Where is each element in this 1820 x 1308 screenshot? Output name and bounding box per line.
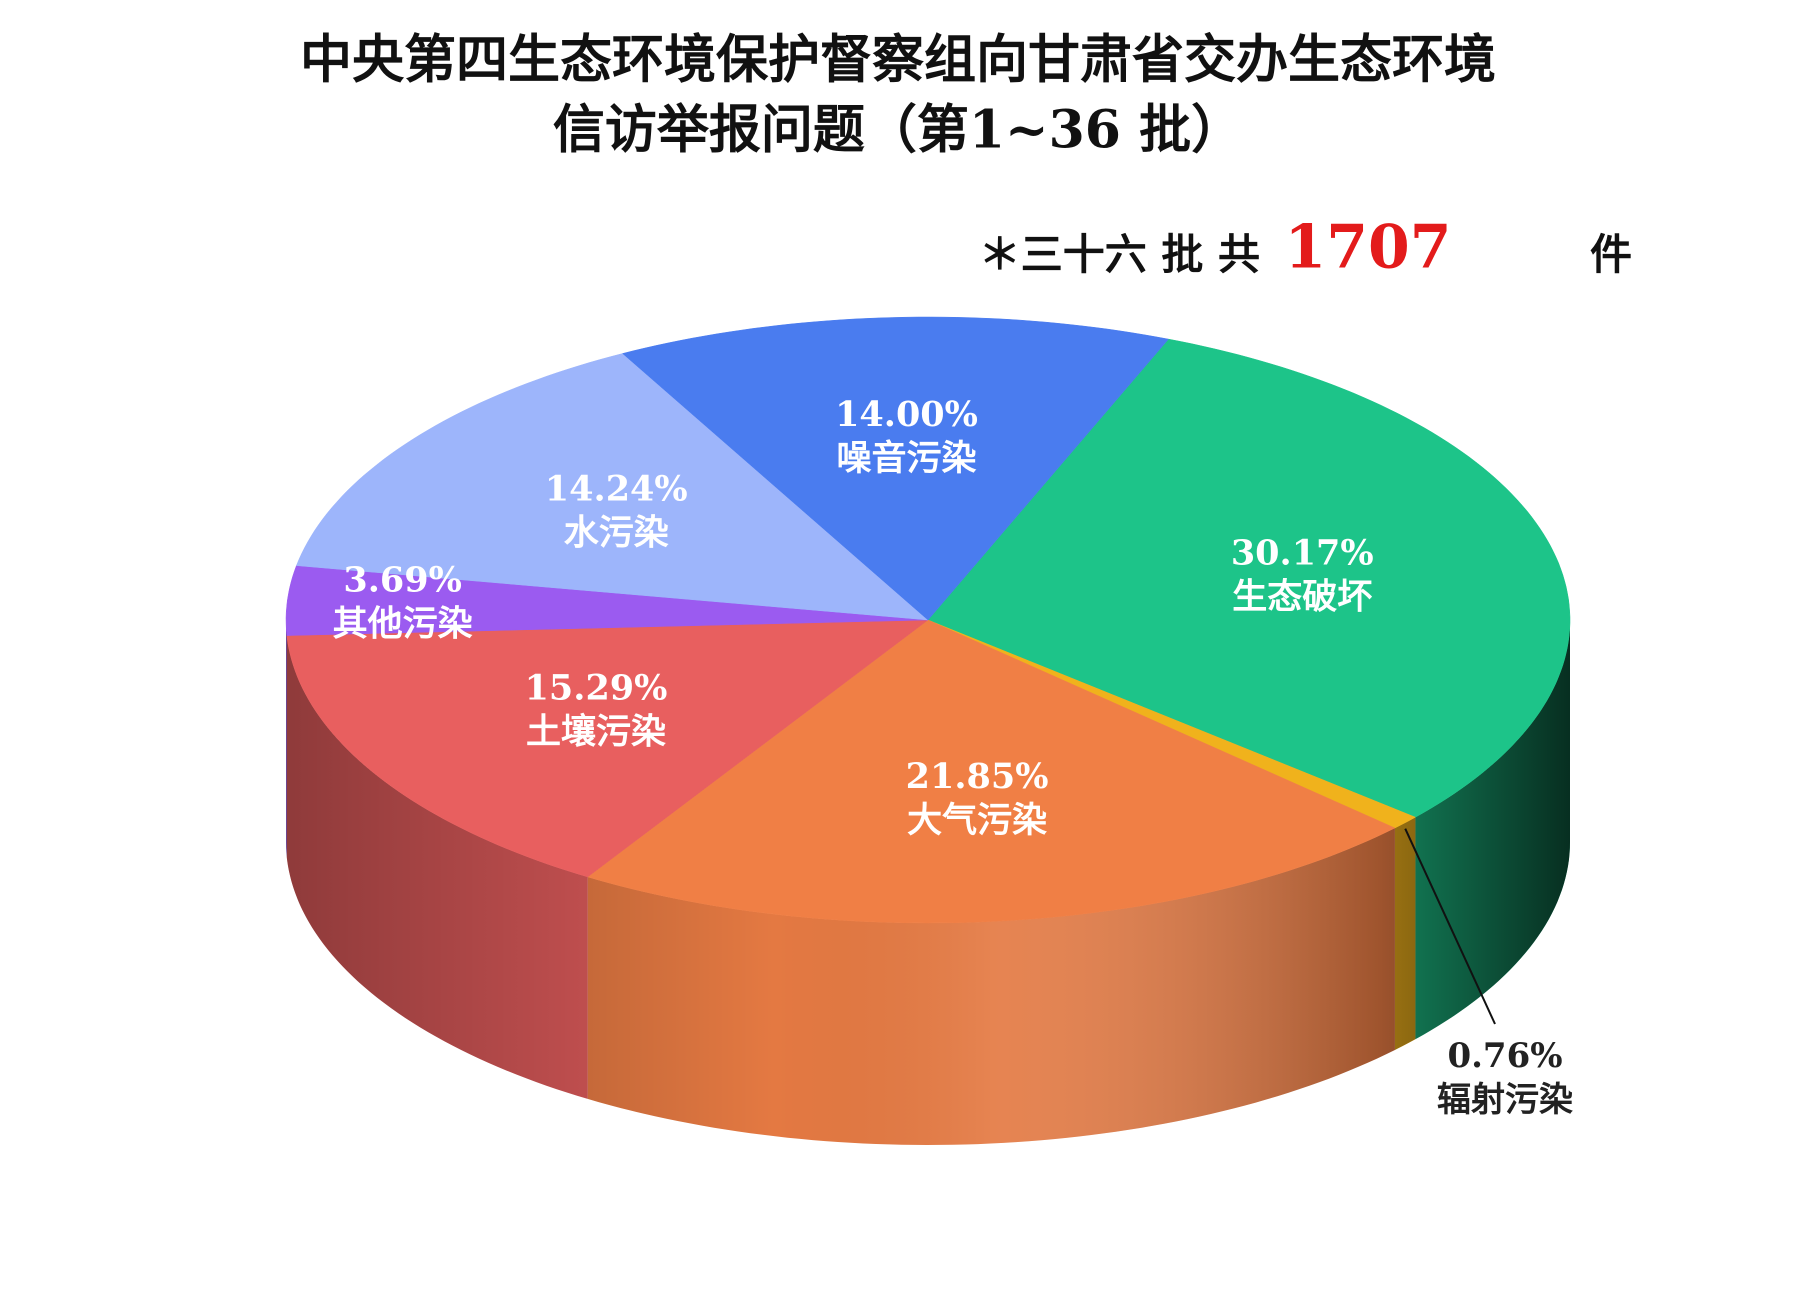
value-label: 14.24% [545,469,688,510]
annotation-total: 1707 [1285,213,1452,283]
leader-line [1404,828,1496,1025]
slice [296,353,929,621]
value-label: 14.00% [835,394,978,435]
chart-title: 中央第四生态环境保护督察组向甘肃省交办生态环境 [300,30,1496,91]
slice [285,565,929,636]
value-label: 30.17% [1231,532,1374,573]
slice [286,619,929,878]
slice [927,338,1571,818]
value-label: 0.76% [1447,1036,1562,1076]
value-label: 15.29% [525,668,668,709]
annotation: 件 [1590,230,1632,279]
category-label: 土壤污染 [526,712,666,753]
labels: 30.17%生态破坏 0.76%辐射污染 21.85%大气污染 15.29%土壤污染 3… [333,394,1573,1120]
side-shade [286,620,1570,1145]
tops [285,316,1571,924]
category-label: 大气污染 [907,800,1047,841]
category-label: 生态破坏 [1232,576,1372,617]
sides [286,620,1570,1145]
value-label: 21.85% [906,756,1049,797]
category-label: 噪音污染 [836,438,976,479]
slice [622,316,1169,621]
category-label: 辐射污染 [1437,1080,1573,1120]
category-label: 其他污染 [333,603,473,644]
slice [587,619,1396,924]
chart-title: 信访举报问题（第1~36 批） [553,100,1243,161]
category-label: 水污染 [564,513,669,554]
value-label: 3.69% [343,559,462,600]
annotation: ＊三十六 批 共 [979,230,1260,279]
